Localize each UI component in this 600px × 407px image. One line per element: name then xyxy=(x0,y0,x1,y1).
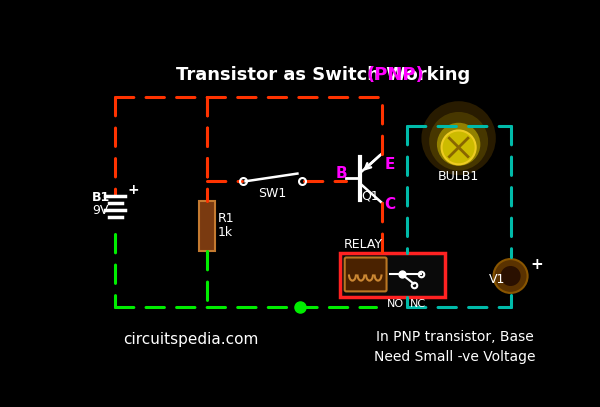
Circle shape xyxy=(429,112,488,171)
FancyBboxPatch shape xyxy=(344,258,386,291)
Text: C: C xyxy=(384,197,395,212)
Text: E: E xyxy=(384,158,395,173)
Text: BULB1: BULB1 xyxy=(438,171,479,184)
Text: circuitspedia.com: circuitspedia.com xyxy=(124,332,259,347)
Text: +: + xyxy=(128,183,139,197)
Circle shape xyxy=(442,131,476,164)
Text: In PNP transistor, Base
Need Small -ve Voltage: In PNP transistor, Base Need Small -ve V… xyxy=(374,330,536,365)
Text: +: + xyxy=(531,257,544,272)
Text: 9V: 9V xyxy=(92,204,109,217)
Bar xyxy=(199,201,215,251)
Circle shape xyxy=(493,259,527,293)
Text: Transistor as Switch Working: Transistor as Switch Working xyxy=(176,66,476,84)
Text: SW1: SW1 xyxy=(259,188,287,200)
Text: NO: NO xyxy=(387,299,404,309)
Text: NC: NC xyxy=(409,299,425,309)
Text: B: B xyxy=(335,166,347,181)
Text: 1k: 1k xyxy=(218,225,233,239)
Text: B1: B1 xyxy=(92,191,110,204)
Text: V1: V1 xyxy=(489,274,505,287)
Text: RELAY: RELAY xyxy=(344,238,383,251)
Circle shape xyxy=(500,266,521,286)
Circle shape xyxy=(421,101,496,175)
Text: (PNP): (PNP) xyxy=(367,66,424,84)
Text: R1: R1 xyxy=(218,212,234,225)
Bar xyxy=(340,253,445,297)
Circle shape xyxy=(437,123,481,166)
Text: Q1: Q1 xyxy=(362,190,380,203)
